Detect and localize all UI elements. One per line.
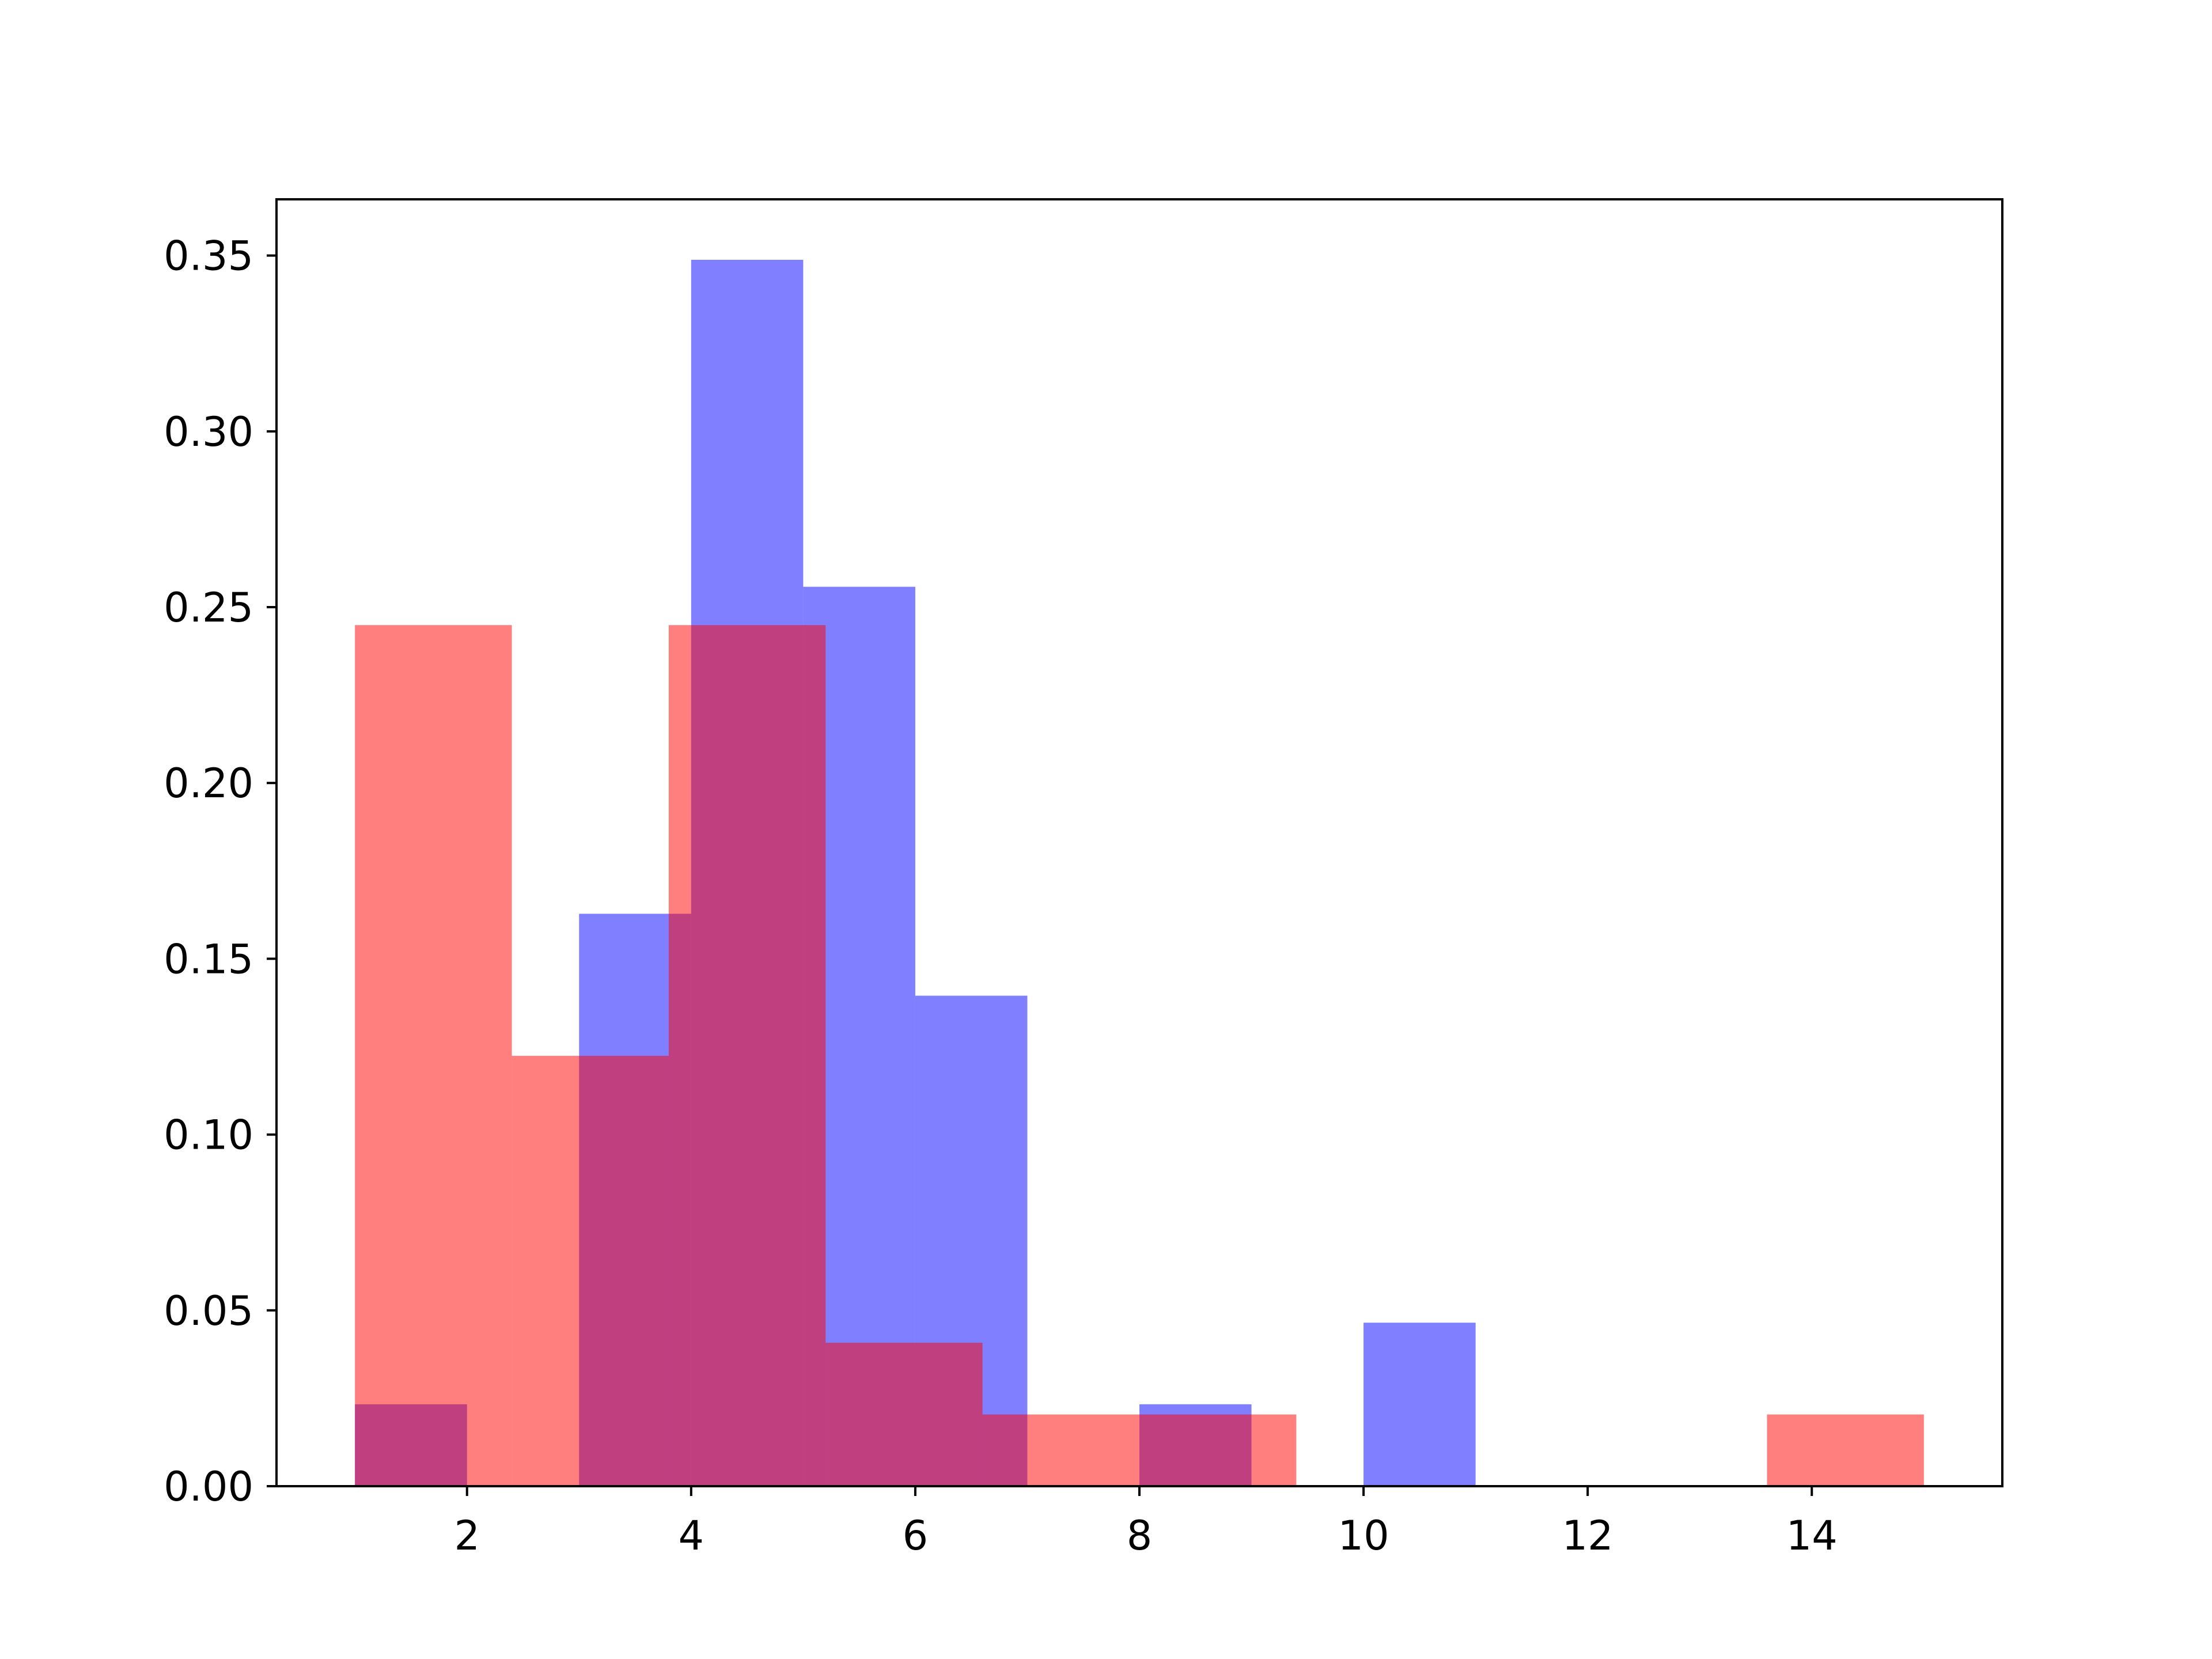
y-tick-label: 0.15: [164, 935, 253, 983]
axes-layer: 2 4 6 8 10 12 14 0.00 0.05 0.10 0.15 0.20 0.25 0.30 0.…: [164, 233, 1838, 1559]
x-tick-label: 10: [1338, 1512, 1389, 1559]
histogram-bar-series2-bin1: [355, 625, 512, 1486]
y-tick-label: 0.25: [164, 584, 253, 631]
y-tick-label: 0.20: [164, 760, 253, 807]
histogram-bar-series2-bin3: [668, 625, 826, 1486]
x-tick-label: 8: [1127, 1512, 1153, 1559]
y-tick-label: 0.10: [164, 1112, 253, 1159]
plot-frame: [275, 198, 2003, 1487]
histogram-bar-series2-bin2: [512, 1055, 669, 1486]
y-tick-label: 0.00: [164, 1463, 253, 1510]
histogram-bar-series2-bin5: [982, 1414, 1139, 1486]
histogram-bar-series2-bin10: [1767, 1414, 1924, 1486]
x-tick-label: 2: [454, 1512, 480, 1559]
y-tick-label: 0.05: [164, 1287, 253, 1335]
histogram-bar-series2-bin4: [825, 1342, 983, 1486]
y-tick-label: 0.30: [164, 408, 253, 456]
x-tick-label: 14: [1786, 1512, 1838, 1559]
x-tick-label: 6: [903, 1512, 929, 1559]
x-tick-label: 12: [1562, 1512, 1613, 1559]
bars-layer: [355, 259, 1924, 1486]
histogram-bar-series2-bin6: [1139, 1414, 1297, 1486]
y-tick-label: 0.35: [164, 233, 253, 280]
x-tick-label: 4: [679, 1512, 704, 1559]
histogram-bar-series1-bin10: [1363, 1323, 1476, 1486]
